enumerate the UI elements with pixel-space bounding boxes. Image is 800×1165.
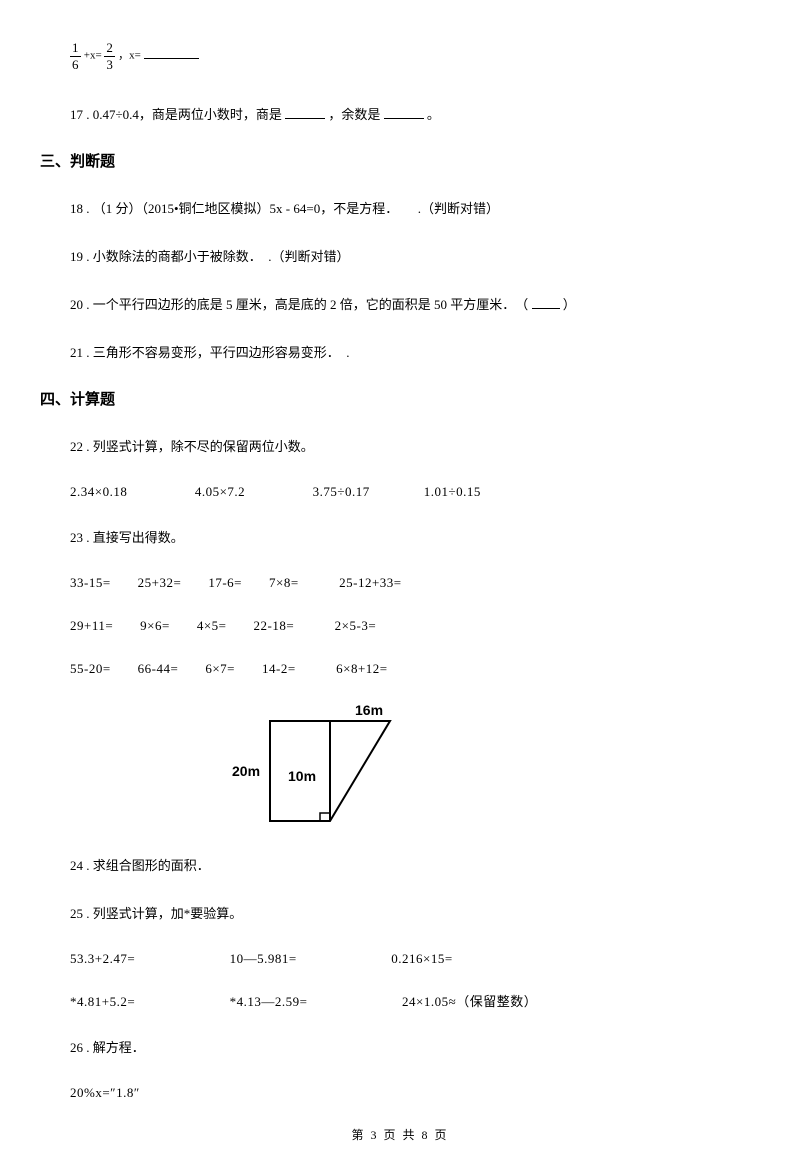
- label-10m: 10m: [288, 768, 316, 784]
- page-footer: 第 3 页 共 8 页: [70, 1126, 730, 1145]
- frac1-denominator: 6: [70, 57, 81, 73]
- q17-text-b: ，余数是: [328, 107, 380, 122]
- q26-row: 20%x=″1.8″: [70, 1083, 730, 1104]
- question-19: 19 . 小数除法的商都小于被除数． .（判断对错）: [70, 244, 730, 270]
- q25-row-1: 53.3+2.47= 10—5.981= 0.216×15=: [70, 949, 730, 970]
- q25-row-2: *4.81+5.2= *4.13—2.59= 24×1.05≈（保留整数）: [70, 992, 730, 1013]
- fraction-2: 2 3: [104, 40, 115, 72]
- q17-text-a: 17 . 0.47÷0.4，商是两位小数时，商是: [70, 107, 282, 122]
- question-22: 22 . 列竖式计算，除不尽的保留两位小数。: [70, 434, 730, 460]
- label-20m: 20m: [232, 763, 260, 779]
- q23-row-3: 55-20= 66-44= 6×7= 14-2= 6×8+12=: [70, 659, 730, 680]
- question-18: 18 . （1 分）（2015•铜仁地区模拟）5x - 64=0，不是方程． .…: [70, 196, 730, 222]
- q23-row-2: 29+11= 9×6= 4×5= 22-18= 2×5-3=: [70, 616, 730, 637]
- shape-svg: 16m 20m 10m: [220, 701, 430, 841]
- q23-row-1: 33-15= 25+32= 17-6= 7×8= 25-12+33=: [70, 573, 730, 594]
- question-17: 17 . 0.47÷0.4，商是两位小数时，商是 ，余数是 。: [70, 102, 730, 128]
- label-16m: 16m: [355, 702, 383, 718]
- fraction-equation: 1 6 +x= 2 3 ，x=: [70, 40, 730, 72]
- frac-tail: ，x=: [118, 49, 141, 61]
- section-3-heading: 三、判断题: [40, 150, 730, 174]
- q20-tail: ）: [563, 297, 576, 312]
- question-24: 24 . 求组合图形的面积．: [70, 853, 730, 879]
- q20-text: 20 . 一个平行四边形的底是 5 厘米，高是底的 2 倍，它的面积是 50 平…: [70, 297, 528, 312]
- q17-blank-2: [384, 105, 424, 119]
- question-20: 20 . 一个平行四边形的底是 5 厘米，高是底的 2 倍，它的面积是 50 平…: [70, 292, 730, 318]
- section-4-heading: 四、计算题: [40, 388, 730, 412]
- question-21: 21 . 三角形不容易变形，平行四边形容易变形． .: [70, 340, 730, 366]
- frac2-numerator: 2: [104, 40, 115, 57]
- blank-x-answer: [144, 45, 199, 59]
- frac-mid: +x=: [84, 49, 105, 61]
- frac2-denominator: 3: [104, 57, 115, 73]
- question-25: 25 . 列竖式计算，加*要验算。: [70, 901, 730, 927]
- q20-blank: [532, 295, 560, 309]
- question-23: 23 . 直接写出得数。: [70, 525, 730, 551]
- fraction-1: 1 6: [70, 40, 81, 72]
- q22-expressions: 2.34×0.18 4.05×7.2 3.75÷0.17 1.01÷0.15: [70, 482, 730, 503]
- page: 1 6 +x= 2 3 ，x= 17 . 0.47÷0.4，商是两位小数时，商是…: [0, 0, 800, 1165]
- q17-blank-1: [285, 105, 325, 119]
- question-26: 26 . 解方程．: [70, 1035, 730, 1061]
- frac1-numerator: 1: [70, 40, 81, 57]
- q17-text-c: 。: [427, 107, 440, 122]
- composite-shape-figure: 16m 20m 10m: [70, 701, 730, 841]
- right-angle-icon: [320, 813, 330, 821]
